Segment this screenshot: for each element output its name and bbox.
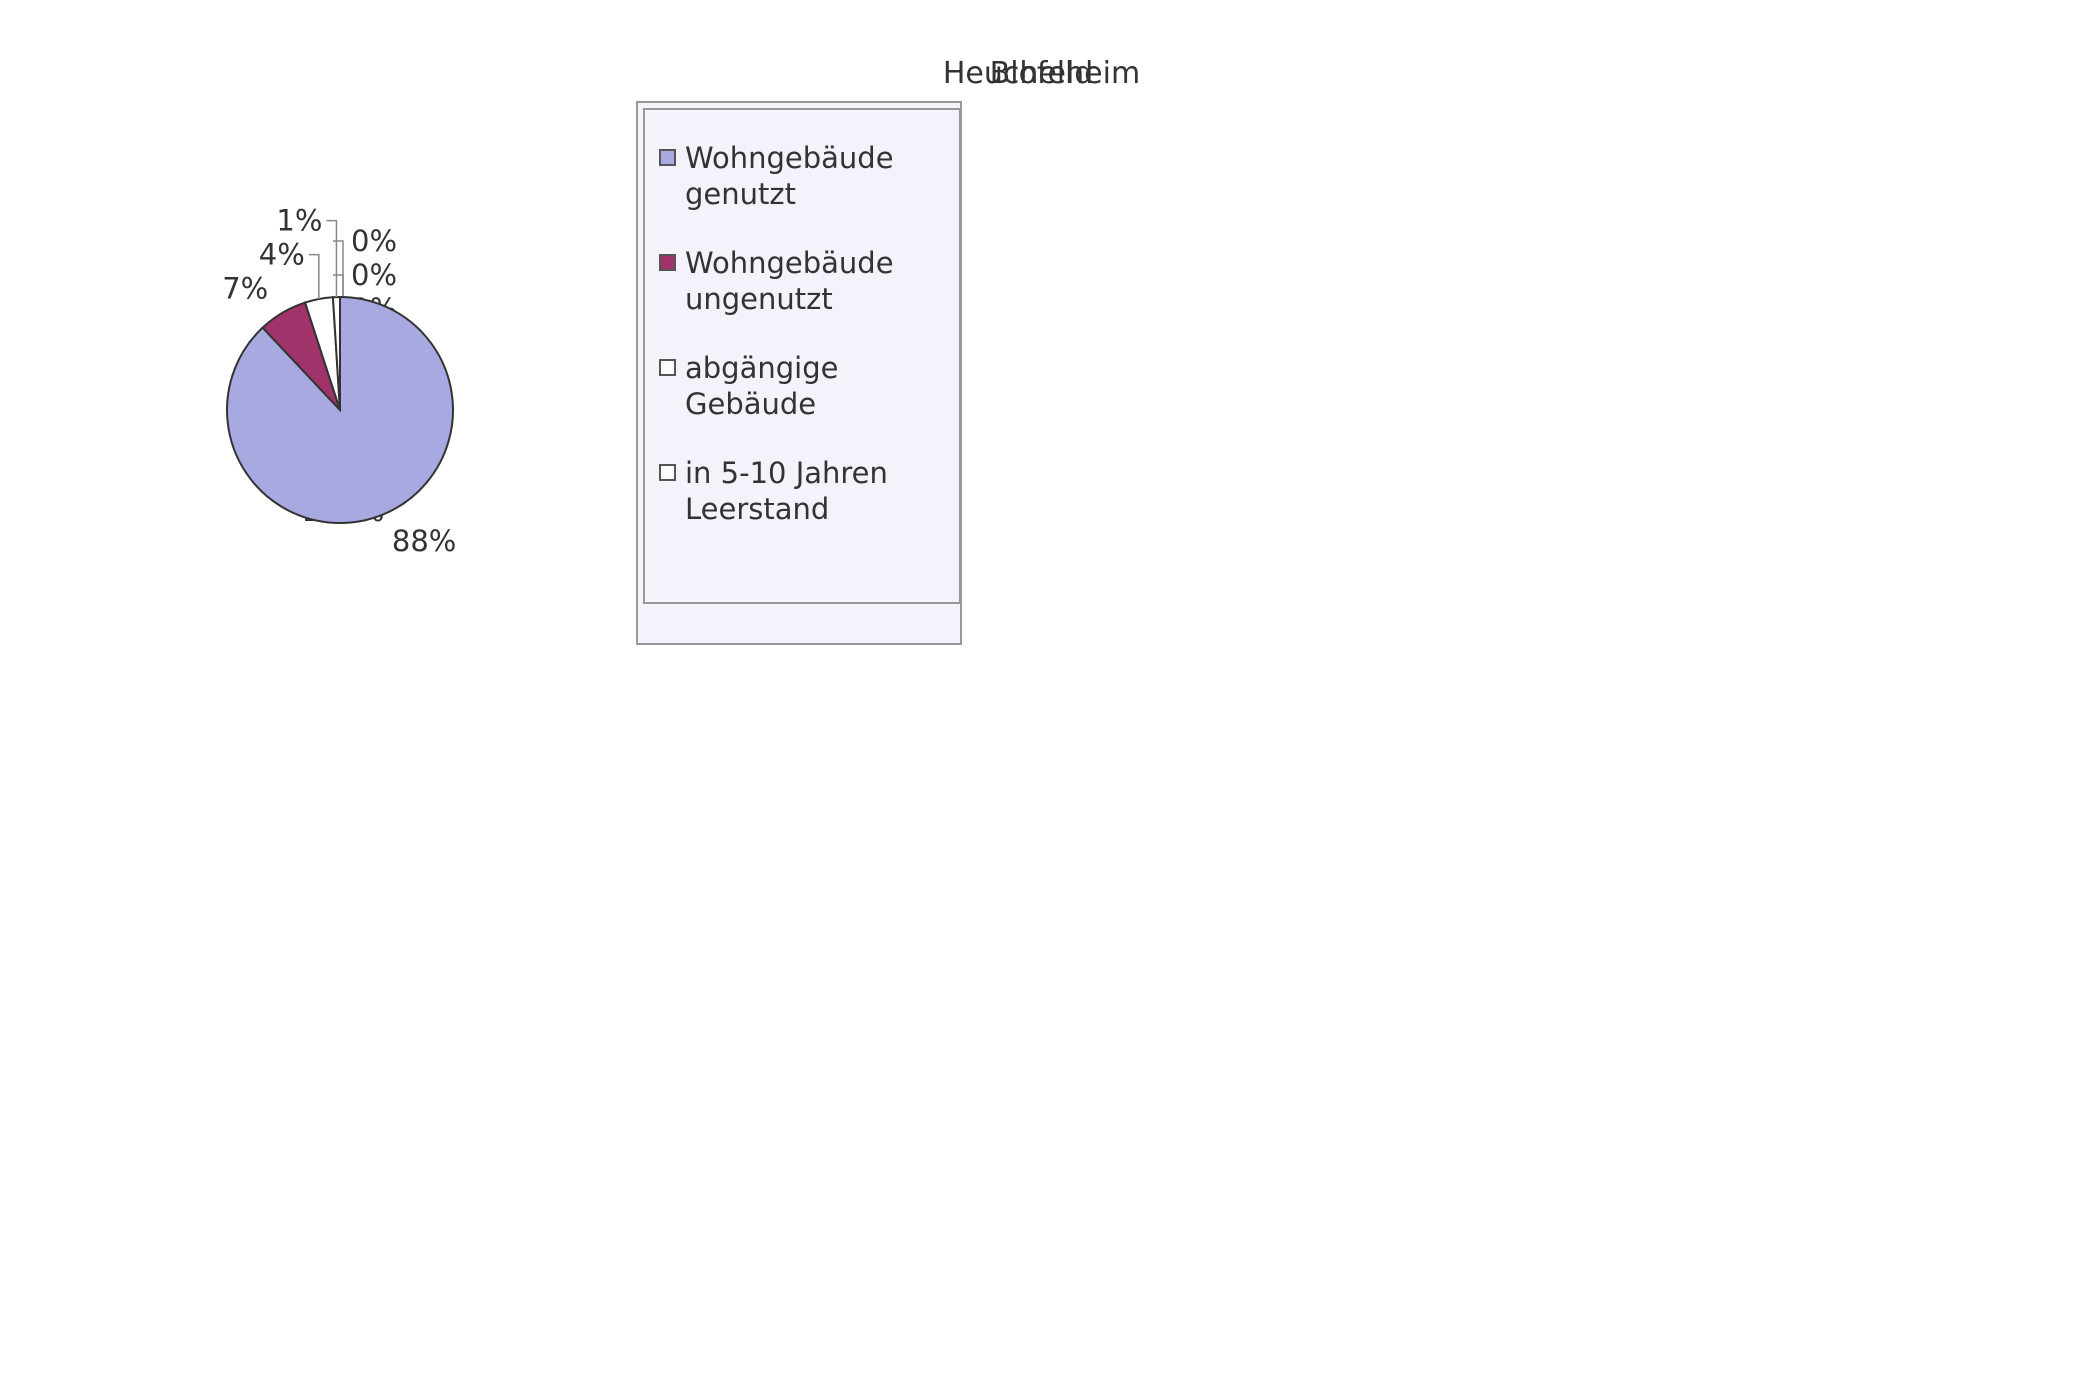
legend-label: in 5-10 Jahren Leerstand [685,456,888,526]
legend-swatch [659,359,676,376]
legend-swatch [659,254,676,271]
legend-label: Wohngebäude genutzt [685,141,894,211]
legend-item: Wohngebäude genutzt [657,140,953,212]
leader-line [308,253,320,300]
legend-item: Wohngebäude ungenutzt [657,245,953,317]
data-label: 4% [259,238,305,272]
data-label: 0% [351,224,397,258]
chart-title: Blofeld [989,56,1094,91]
legend-item: abgängige Gebäude [657,350,953,422]
chart-panel: Blofeld 88% 7% 4% 1% Wohngebäude genutzt Wohng… [0,56,1093,1388]
pie-area: 88% 7%4%1% [222,204,456,558]
chart-title: Heuchelheim [942,56,1141,91]
pie-slice [331,295,341,411]
data-label: 0% [351,258,397,292]
data-label: 7% [222,272,268,306]
data-label: 88% [392,524,456,558]
leader-line [326,219,338,298]
legend-item: in 5-10 Jahren Leerstand [657,455,953,527]
legend: Wohngebäude genutzt Wohngebäude ungenutzt… [643,108,961,604]
data-label: 1% [276,204,322,238]
legend-label: abgängige Gebäude [685,351,839,421]
legend-swatch [659,464,676,481]
legend-swatch [659,149,676,166]
page: Heuchelheim100%0%0%0%Wohngebäude genutzt… [222,56,1141,645]
legend-label: Wohngebäude ungenutzt [685,246,894,316]
